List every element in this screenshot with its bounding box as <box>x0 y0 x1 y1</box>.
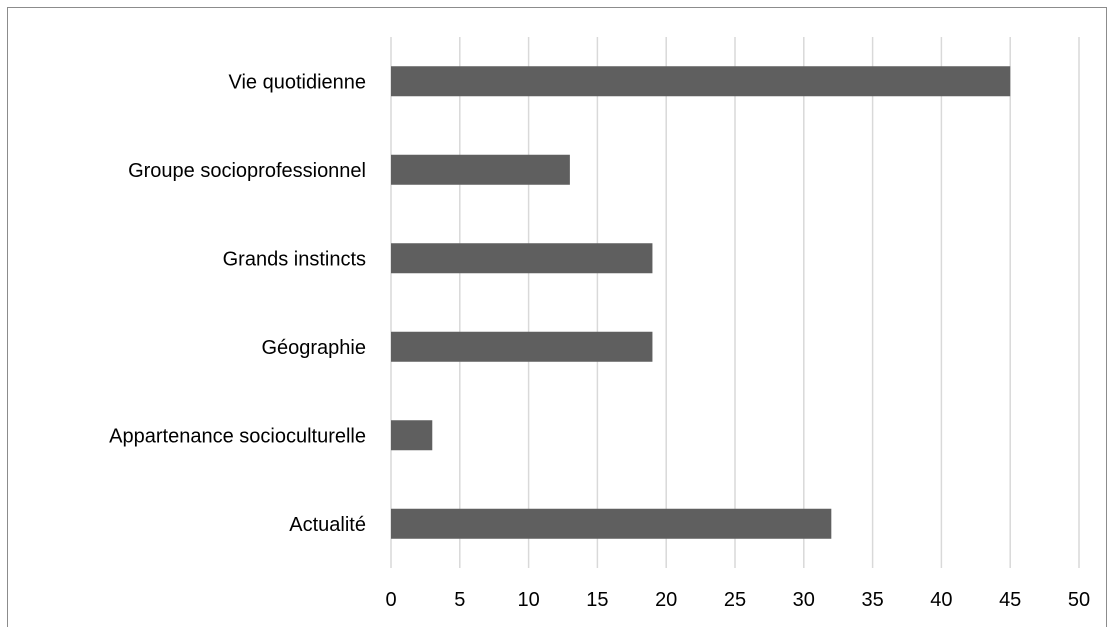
x-tick-label: 10 <box>517 589 539 611</box>
bar <box>391 243 653 274</box>
x-tick-label: 0 <box>385 589 396 611</box>
gridlines <box>390 37 1080 568</box>
x-tick-label: 45 <box>999 589 1021 611</box>
category-label: Appartenance socioculturelle <box>109 425 366 447</box>
bars <box>391 66 1011 539</box>
category-label: Vie quotidienne <box>228 71 366 93</box>
bar <box>391 66 1011 97</box>
bar <box>391 331 653 362</box>
x-axis-tick-labels: 0 5 10 15 20 25 30 35 40 45 50 <box>385 589 1090 611</box>
x-tick-label: 30 <box>793 589 815 611</box>
bar <box>391 508 832 539</box>
category-label: Géographie <box>261 337 366 359</box>
x-tick-label: 35 <box>861 589 883 611</box>
category-label: Groupe socioprofessionnel <box>128 160 366 182</box>
category-label: Actualité <box>289 514 366 536</box>
x-tick-label: 5 <box>454 589 465 611</box>
category-labels: Vie quotidienne Groupe socioprofessionnel… <box>109 71 366 536</box>
x-tick-label: 50 <box>1068 589 1090 611</box>
x-tick-label: 15 <box>586 589 608 611</box>
chart-frame <box>7 7 1107 627</box>
x-tick-label: 25 <box>724 589 746 611</box>
category-label: Grands instincts <box>223 248 366 270</box>
x-tick-label: 20 <box>655 589 677 611</box>
bar <box>391 420 433 451</box>
bar <box>391 154 570 185</box>
x-tick-label: 40 <box>930 589 952 611</box>
